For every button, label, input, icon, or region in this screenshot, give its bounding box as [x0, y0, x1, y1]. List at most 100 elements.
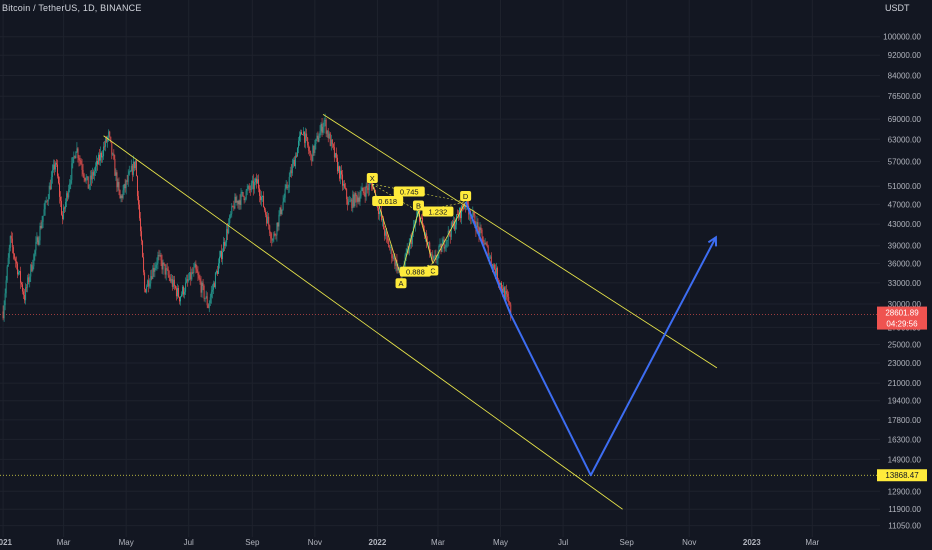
- candle-body: [464, 205, 466, 209]
- candle-body: [50, 177, 52, 190]
- candle-body: [132, 161, 134, 175]
- candle-body: [156, 263, 158, 265]
- upper-trendline[interactable]: [322, 113, 718, 369]
- candle-body: [13, 253, 15, 259]
- candle-body: [72, 157, 74, 164]
- candle-body: [95, 160, 97, 167]
- candle-body: [507, 293, 509, 297]
- harmonic-point-label-bg: [366, 173, 378, 184]
- candle-body: [183, 286, 185, 295]
- candle-body: [248, 185, 250, 190]
- candle-body: [490, 256, 492, 265]
- candle-body: [312, 145, 314, 162]
- candle-body: [230, 213, 232, 216]
- candle-body: [411, 232, 413, 244]
- time-axis[interactable]: 2021 Mar May Jul Sep Nov 2022 Mar May Jul Sep Nov 20…: [0, 538, 820, 547]
- candle-body: [395, 259, 397, 266]
- candle-body: [210, 291, 212, 298]
- harmonic-leg[interactable]: [432, 201, 466, 264]
- candle-body: [446, 240, 448, 242]
- candle-body: [287, 187, 289, 188]
- x-tick-label: Mar: [431, 538, 445, 547]
- candle-body: [235, 196, 237, 203]
- candle-body: [233, 206, 235, 209]
- candle-body: [150, 276, 152, 284]
- candle-body: [5, 280, 7, 294]
- y-tick-label: 11900.00: [888, 505, 921, 514]
- candle-body: [356, 196, 358, 202]
- candle-body: [434, 254, 436, 257]
- candle-body: [173, 279, 175, 287]
- lower-trendline[interactable]: [103, 135, 623, 510]
- candle-body: [26, 287, 28, 289]
- candle-body: [306, 133, 308, 138]
- candle-body: [30, 264, 32, 277]
- candle-body: [52, 164, 54, 170]
- candle-body: [510, 304, 512, 318]
- candle-body: [204, 298, 206, 299]
- y-tick-label: 92000.00: [888, 51, 922, 60]
- candle-body: [49, 185, 51, 190]
- candle-body: [169, 277, 171, 282]
- candle-body: [324, 119, 326, 121]
- candle-body: [454, 224, 456, 230]
- candle-body: [77, 148, 79, 159]
- candle-body: [283, 197, 285, 202]
- candle-body: [500, 282, 501, 286]
- candle-body: [185, 282, 187, 292]
- candle-body: [36, 237, 38, 243]
- harmonic-leg[interactable]: [400, 211, 419, 277]
- candle-body: [202, 282, 204, 286]
- candle-body: [346, 188, 348, 200]
- candle-body: [168, 275, 170, 278]
- candle-body: [319, 131, 321, 138]
- candle-body: [342, 174, 344, 186]
- candle-body: [69, 183, 71, 190]
- candle-body: [425, 233, 427, 236]
- candle-body: [263, 195, 265, 208]
- candle-body: [146, 286, 148, 293]
- candle-body: [288, 176, 290, 188]
- candle-body: [244, 198, 246, 201]
- candle-body: [392, 258, 394, 259]
- candle-body: [190, 272, 192, 280]
- candle-body: [2, 311, 4, 319]
- candle-body: [19, 271, 20, 273]
- harmonic-leg[interactable]: [418, 211, 434, 264]
- candle-body: [125, 180, 127, 189]
- candle-body: [305, 133, 307, 143]
- candle-body: [63, 207, 65, 220]
- candle-body: [27, 277, 29, 288]
- candle-body: [229, 215, 231, 223]
- candle-body: [268, 216, 270, 226]
- candle-body: [22, 284, 24, 292]
- candle-body: [313, 145, 315, 153]
- candle-body: [432, 254, 434, 260]
- harmonic-ratio-line: [372, 183, 419, 212]
- candle-body: [299, 135, 300, 141]
- candle-body: [340, 170, 341, 179]
- candle-body: [474, 215, 476, 228]
- projection-path[interactable]: [464, 201, 717, 477]
- candle-body: [452, 221, 454, 226]
- candle-body: [255, 178, 257, 184]
- candle-body: [364, 193, 366, 197]
- candle-body: [307, 137, 309, 146]
- candle-body: [473, 212, 475, 216]
- candle-body: [224, 242, 226, 246]
- candle-body: [253, 181, 255, 190]
- candle-body: [331, 139, 333, 145]
- price-axis[interactable]: 100000.00 92000.00 84000.00 76500.00 69000.0…: [877, 0, 932, 550]
- x-tick-label: Jul: [558, 538, 568, 547]
- candle-body: [58, 176, 59, 184]
- candle-body: [336, 157, 338, 172]
- y-tick-label: 23000.00: [888, 359, 922, 368]
- candle-body: [194, 263, 196, 268]
- candle-body: [38, 240, 40, 245]
- candle-body: [385, 231, 387, 236]
- candle-body: [353, 194, 355, 207]
- candle-body: [238, 200, 240, 205]
